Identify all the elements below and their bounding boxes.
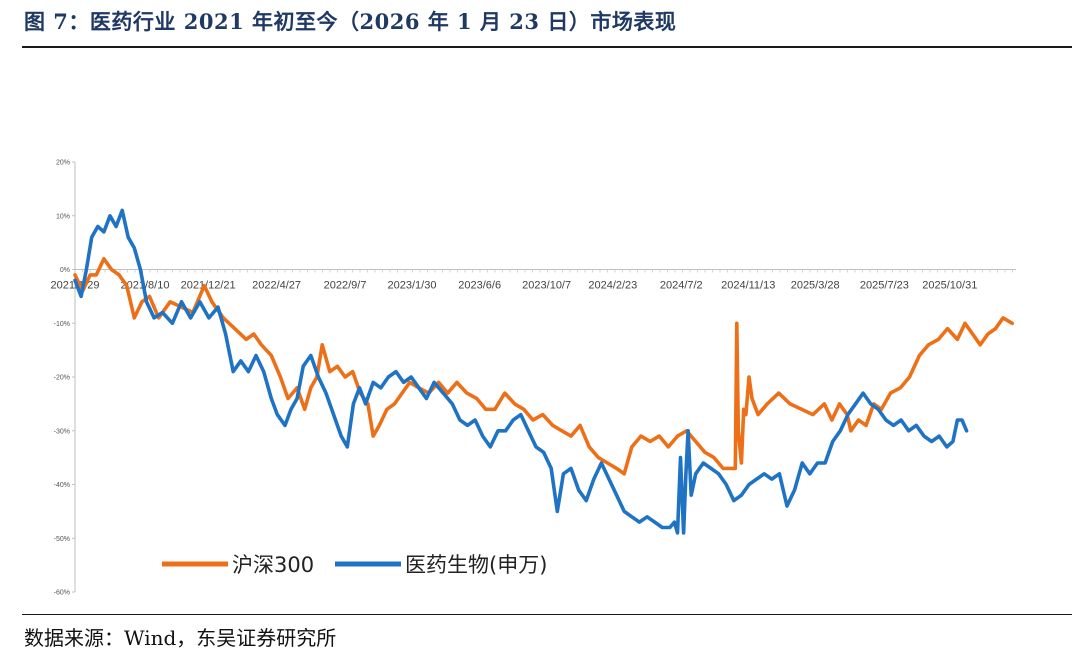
y-tick-label: -10% (54, 321, 70, 328)
x-tick-label: 2024/11/13 (721, 280, 775, 292)
x-tick-label: 2023/1/30 (388, 280, 437, 292)
y-tick-label: -20% (54, 375, 70, 382)
source-rule (22, 614, 1072, 615)
y-tick-label: -50% (54, 536, 70, 543)
figure-title: 图 7：医药行业 2021 年初至今（2026 年 1 月 23 日）市场表现 (24, 9, 677, 34)
y-tick-label: 0% (60, 267, 70, 274)
x-tick-label: 2023/10/7 (522, 280, 571, 292)
x-tick-label: 2025/10/31 (922, 280, 977, 292)
series-line-pharma (73, 208, 969, 535)
source-note: 数据来源：Wind，东吴证券研究所 (24, 626, 337, 650)
legend-label: 医药生物(申万) (405, 553, 547, 577)
x-tick-label: 2021/12/21 (181, 280, 236, 292)
series-lines (73, 208, 1014, 535)
y-tick-label: -40% (54, 482, 70, 489)
axes: 20%10%0%-10%-20%-30%-40%-50%-60%2021/1/2… (51, 160, 1016, 597)
y-tick-label: 10% (56, 213, 70, 220)
y-tick-label: -30% (54, 428, 70, 435)
series-line-hs300 (73, 257, 1014, 476)
title-rule (22, 46, 1072, 48)
legend: 沪深300 医药生物(申万) (162, 553, 547, 577)
x-tick-label: 2022/9/7 (324, 280, 367, 292)
x-tick-label: 2024/7/2 (660, 280, 703, 292)
x-tick-label: 2024/2/23 (588, 280, 637, 292)
y-tick-label: 20% (56, 160, 70, 167)
x-tick-label: 2025/3/28 (791, 280, 840, 292)
x-tick-label: 2025/7/23 (860, 280, 909, 292)
x-tick-label: 2022/4/27 (252, 280, 301, 292)
y-tick-label: -60% (54, 590, 70, 597)
legend-label: 沪深300 (232, 553, 314, 577)
x-tick-label: 2023/6/6 (458, 280, 501, 292)
